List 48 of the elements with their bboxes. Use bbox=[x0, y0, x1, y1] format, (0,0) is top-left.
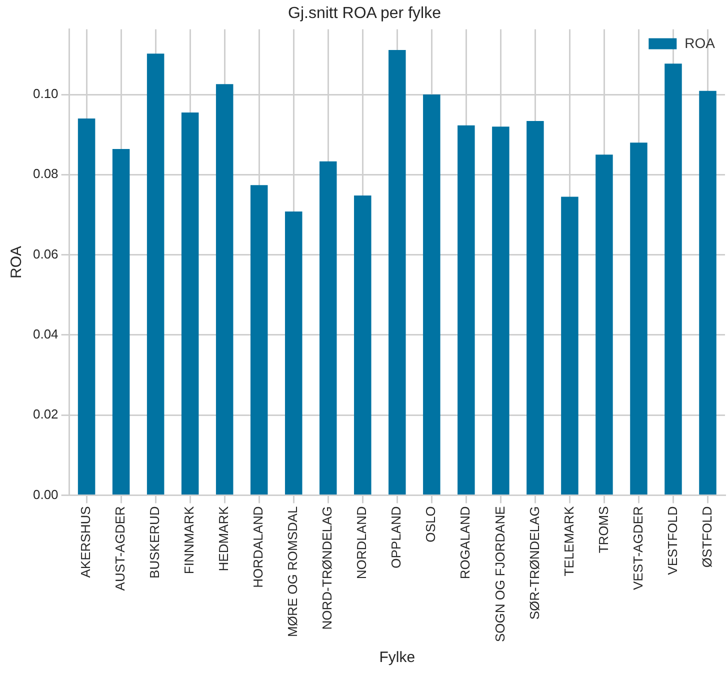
bar bbox=[112, 149, 130, 494]
bar bbox=[458, 125, 475, 494]
x-tick-label: ØSTFOLD bbox=[699, 506, 714, 568]
bar bbox=[320, 161, 337, 494]
x-tick-label: NORDLAND bbox=[354, 506, 370, 580]
y-tick-label: 0.08 bbox=[32, 166, 58, 182]
bar bbox=[250, 185, 268, 494]
y-tick-label: 0.06 bbox=[32, 246, 58, 262]
y-tick-label: 0.00 bbox=[32, 486, 58, 502]
x-tick-label: TELEMARK bbox=[561, 506, 576, 576]
bar bbox=[354, 195, 372, 494]
legend-label: ROA bbox=[684, 35, 716, 52]
bar bbox=[596, 154, 613, 494]
x-tick-label: FINNMARK bbox=[182, 506, 197, 574]
bar bbox=[630, 142, 648, 494]
bar bbox=[492, 126, 510, 494]
y-tick-label: 0.04 bbox=[32, 326, 58, 342]
x-tick-label: OPPLAND bbox=[388, 506, 404, 568]
y-axis-title: ROA bbox=[8, 246, 26, 278]
x-tick-label: ROGALAND bbox=[458, 506, 473, 580]
x-tick-label: VEST-AGDER bbox=[630, 506, 646, 590]
bar bbox=[181, 112, 199, 494]
x-tick-label: MØRE OG ROMSDAL bbox=[285, 506, 300, 637]
x-tick-label: NORD-TRØNDELAG bbox=[320, 506, 335, 630]
x-tick-label: AKERSHUS bbox=[78, 506, 94, 578]
bar bbox=[526, 120, 544, 494]
x-tick-label: VESTFOLD bbox=[664, 506, 680, 575]
y-tick-label: 0.10 bbox=[32, 86, 58, 102]
y-tick-label: 0.02 bbox=[32, 406, 58, 422]
bar bbox=[699, 90, 716, 494]
bar bbox=[664, 64, 682, 494]
x-axis-title: Fylke bbox=[379, 649, 416, 666]
bar bbox=[423, 94, 440, 494]
bar bbox=[146, 54, 164, 494]
x-tick-label: BUSKERUD bbox=[147, 506, 162, 578]
bar bbox=[561, 196, 578, 494]
x-tick-label: HORDALAND bbox=[250, 506, 266, 588]
chart-title: Gj.snitt ROA per fylke bbox=[288, 5, 442, 22]
x-tick-label: AUST-AGDER bbox=[112, 506, 128, 591]
x-tick-label: HEDMARK bbox=[216, 506, 232, 572]
bar bbox=[284, 212, 302, 494]
x-tick-label: SØR-TRØNDELAG bbox=[526, 506, 542, 620]
x-tick-label: SOGN OG FJORDANE bbox=[492, 506, 508, 642]
x-tick-label: TROMS bbox=[596, 506, 611, 554]
x-tick-label: OSLO bbox=[423, 506, 438, 542]
bar bbox=[216, 84, 234, 494]
bar bbox=[78, 118, 96, 494]
bar bbox=[388, 50, 406, 494]
